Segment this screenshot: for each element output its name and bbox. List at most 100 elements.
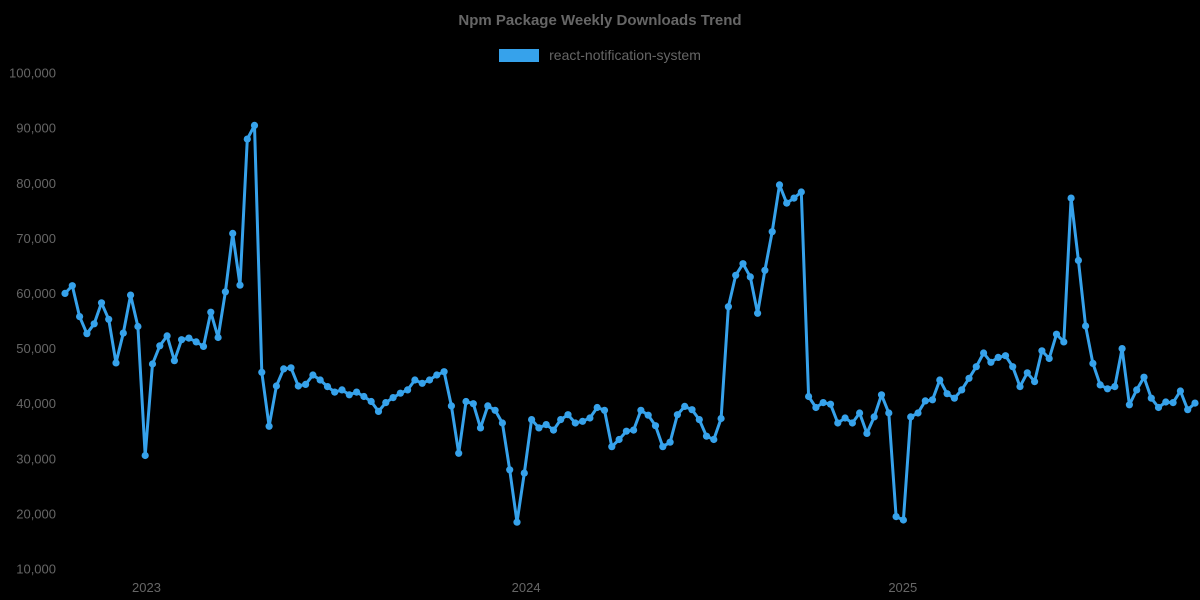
data-point bbox=[870, 413, 878, 421]
data-point bbox=[491, 406, 499, 414]
legend-swatch bbox=[499, 48, 540, 62]
data-point bbox=[199, 342, 208, 350]
data-point bbox=[323, 383, 332, 391]
data-point bbox=[892, 513, 900, 521]
data-point bbox=[396, 389, 404, 397]
data-point bbox=[1038, 347, 1046, 355]
data-point bbox=[513, 518, 521, 526]
data-point bbox=[812, 403, 820, 412]
y-axis-label: 50,000 bbox=[16, 341, 56, 356]
data-point bbox=[1111, 383, 1119, 391]
data-point bbox=[1060, 338, 1068, 346]
data-point bbox=[586, 414, 594, 422]
data-point bbox=[90, 320, 98, 328]
data-point bbox=[695, 416, 703, 424]
y-axis-label: 100,000 bbox=[9, 66, 56, 81]
data-point bbox=[805, 392, 813, 401]
data-point bbox=[214, 333, 222, 342]
data-point bbox=[921, 397, 929, 405]
data-point bbox=[717, 414, 725, 423]
data-point bbox=[651, 422, 660, 430]
y-axis-label: 70,000 bbox=[16, 231, 56, 246]
y-axis-label: 10,000 bbox=[16, 562, 56, 577]
legend: react-notification-system bbox=[0, 47, 1200, 63]
data-point bbox=[622, 427, 631, 435]
data-point bbox=[1154, 403, 1163, 412]
data-point bbox=[236, 281, 244, 289]
series-line bbox=[63, 123, 1197, 524]
data-point bbox=[170, 357, 178, 365]
data-point bbox=[382, 399, 390, 407]
data-point bbox=[476, 424, 485, 432]
data-point bbox=[826, 400, 835, 408]
data-point bbox=[856, 409, 864, 417]
data-point bbox=[76, 313, 84, 321]
y-axis-label: 40,000 bbox=[16, 396, 56, 411]
data-point bbox=[841, 414, 849, 422]
data-point bbox=[630, 426, 638, 434]
data-point bbox=[754, 309, 762, 317]
data-point bbox=[710, 435, 718, 444]
data-point bbox=[666, 438, 674, 446]
data-point bbox=[83, 330, 91, 338]
data-point bbox=[520, 469, 528, 477]
data-point bbox=[972, 363, 980, 371]
data-point bbox=[447, 402, 455, 410]
data-point bbox=[1052, 330, 1061, 338]
legend-label: react-notification-system bbox=[549, 47, 701, 63]
data-point bbox=[1125, 401, 1133, 409]
data-point bbox=[557, 416, 565, 424]
data-point bbox=[681, 402, 689, 410]
data-point bbox=[178, 336, 186, 344]
data-point bbox=[688, 406, 696, 414]
data-point bbox=[433, 371, 441, 379]
data-point bbox=[141, 451, 149, 460]
y-axis-label: 80,000 bbox=[16, 176, 56, 191]
data-point bbox=[980, 349, 988, 357]
data-point bbox=[1103, 385, 1112, 393]
data-point bbox=[338, 386, 346, 394]
data-point bbox=[615, 435, 623, 444]
data-point bbox=[1082, 322, 1090, 330]
data-point bbox=[797, 188, 805, 196]
data-point bbox=[1001, 352, 1010, 360]
data-point bbox=[302, 380, 310, 388]
x-axis-label: 2023 bbox=[132, 580, 161, 595]
data-point bbox=[61, 289, 69, 297]
y-axis-label: 60,000 bbox=[16, 286, 56, 301]
data-point bbox=[1089, 359, 1097, 367]
data-point bbox=[877, 391, 886, 399]
data-point bbox=[600, 406, 609, 414]
data-point bbox=[528, 416, 536, 424]
data-point bbox=[535, 424, 543, 432]
data-point bbox=[389, 394, 397, 402]
data-point bbox=[1016, 383, 1024, 391]
data-point bbox=[360, 392, 368, 401]
data-point bbox=[659, 443, 667, 451]
data-point bbox=[207, 308, 215, 316]
data-point bbox=[1096, 381, 1104, 389]
data-point bbox=[163, 332, 171, 340]
data-point bbox=[775, 181, 784, 189]
data-point bbox=[673, 411, 682, 419]
data-point bbox=[1067, 194, 1075, 202]
data-point bbox=[1009, 363, 1017, 371]
data-point bbox=[404, 386, 412, 394]
chart-title: Npm Package Weekly Downloads Trend bbox=[458, 12, 742, 29]
y-axis-label: 90,000 bbox=[16, 121, 56, 136]
data-point bbox=[287, 364, 295, 372]
data-point bbox=[1074, 256, 1082, 264]
data-point bbox=[950, 394, 959, 402]
data-point bbox=[549, 426, 558, 434]
data-point bbox=[1045, 354, 1053, 363]
data-point bbox=[834, 419, 842, 427]
data-point bbox=[331, 388, 339, 396]
data-point bbox=[819, 399, 827, 407]
data-point bbox=[68, 282, 76, 290]
legend-item[interactable]: react-notification-system bbox=[499, 47, 701, 63]
data-point bbox=[112, 359, 120, 367]
y-axis-label: 30,000 bbox=[16, 451, 56, 466]
data-point bbox=[127, 291, 135, 299]
data-point bbox=[119, 329, 127, 337]
